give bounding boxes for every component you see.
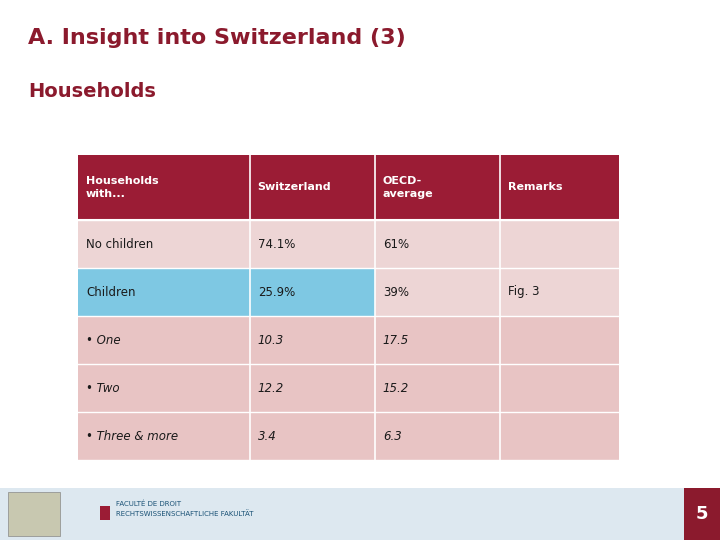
Bar: [250, 220, 375, 268]
Bar: [100, 506, 110, 520]
Bar: [375, 155, 500, 220]
Text: No children: No children: [86, 238, 153, 251]
Bar: [375, 268, 500, 316]
Text: Remarks: Remarks: [508, 183, 562, 192]
Text: 12.2: 12.2: [258, 381, 284, 395]
Text: 3.4: 3.4: [258, 429, 276, 442]
Bar: [78, 268, 250, 316]
Bar: [375, 220, 500, 268]
Bar: [500, 155, 619, 220]
Bar: [500, 220, 619, 268]
Text: A. Insight into Switzerland (3): A. Insight into Switzerland (3): [28, 28, 406, 48]
Bar: [250, 268, 375, 316]
Bar: [78, 364, 250, 412]
Text: 15.2: 15.2: [383, 381, 409, 395]
Bar: [500, 268, 619, 316]
Text: Households: Households: [28, 82, 156, 101]
Bar: [250, 412, 375, 460]
Text: 61%: 61%: [383, 238, 409, 251]
Bar: [78, 412, 250, 460]
Bar: [8, 492, 60, 536]
Text: Fig. 3: Fig. 3: [508, 286, 539, 299]
Text: Households
with...: Households with...: [86, 176, 158, 199]
Bar: [78, 316, 250, 364]
Text: 39%: 39%: [383, 286, 409, 299]
Text: 5: 5: [696, 505, 708, 523]
Text: • Three & more: • Three & more: [86, 429, 178, 442]
Text: 6.3: 6.3: [383, 429, 402, 442]
Bar: [375, 364, 500, 412]
Bar: [250, 155, 375, 220]
Text: FACULTÉ DE DROIT
RECHTSWISSENSCHAFTLICHE FAKULTÄT: FACULTÉ DE DROIT RECHTSWISSENSCHAFTLICHE…: [116, 500, 253, 517]
Text: 10.3: 10.3: [258, 334, 284, 347]
Text: • Two: • Two: [86, 381, 120, 395]
Text: OECD-
average: OECD- average: [383, 176, 433, 199]
Bar: [78, 155, 250, 220]
Text: 25.9%: 25.9%: [258, 286, 295, 299]
Text: Children: Children: [86, 286, 135, 299]
Text: • One: • One: [86, 334, 121, 347]
Bar: [250, 316, 375, 364]
Bar: [500, 412, 619, 460]
Bar: [684, 488, 720, 540]
Bar: [500, 364, 619, 412]
Bar: [250, 364, 375, 412]
Text: 17.5: 17.5: [383, 334, 409, 347]
Bar: [500, 316, 619, 364]
Bar: [375, 412, 500, 460]
Bar: [78, 220, 250, 268]
Text: Switzerland: Switzerland: [258, 183, 331, 192]
Bar: [375, 316, 500, 364]
Text: 74.1%: 74.1%: [258, 238, 295, 251]
Bar: [0, 488, 720, 540]
